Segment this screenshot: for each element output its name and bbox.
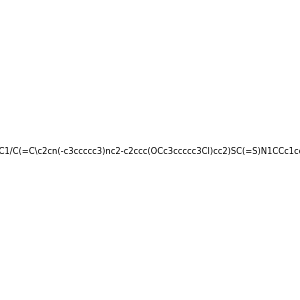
Text: O=C1/C(=C\c2cn(-c3ccccc3)nc2-c2ccc(OCc3ccccc3Cl)cc2)SC(=S)N1CCc1ccccc1: O=C1/C(=C\c2cn(-c3ccccc3)nc2-c2ccc(OCc3c…	[0, 147, 300, 156]
